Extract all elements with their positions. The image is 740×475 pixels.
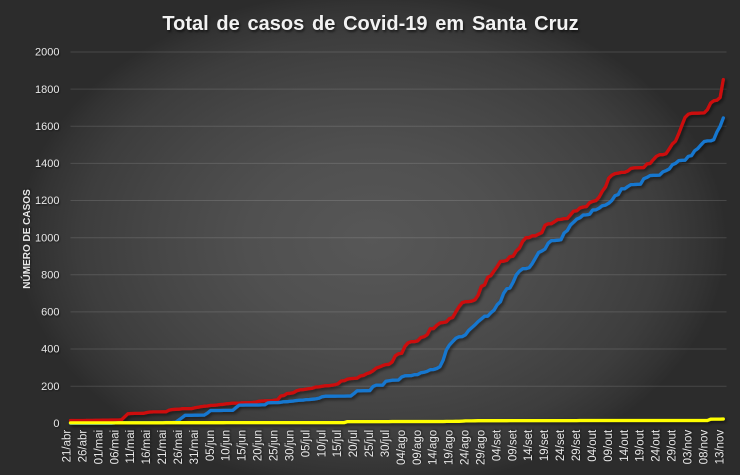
svg-text:19/ago: 19/ago bbox=[444, 430, 456, 465]
svg-text:Total de casos de Covid-19: Total de casos de Covid-19 em Santa Cruz bbox=[162, 13, 578, 35]
svg-text:10/jul: 10/jul bbox=[316, 430, 328, 458]
svg-text:21/mai: 21/mai bbox=[157, 430, 169, 465]
svg-text:21/abr: 21/abr bbox=[62, 430, 74, 463]
svg-text:800: 800 bbox=[41, 270, 59, 282]
svg-text:05/jul: 05/jul bbox=[300, 430, 312, 458]
svg-text:20/jun: 20/jun bbox=[253, 430, 265, 461]
svg-text:09/out: 09/out bbox=[603, 429, 615, 462]
svg-text:1800: 1800 bbox=[35, 84, 59, 96]
svg-text:04/ago: 04/ago bbox=[396, 430, 408, 465]
svg-text:10/jun: 10/jun bbox=[221, 430, 233, 461]
svg-text:1200: 1200 bbox=[35, 195, 59, 207]
svg-text:2000: 2000 bbox=[35, 47, 59, 59]
svg-text:29/ago: 29/ago bbox=[476, 430, 488, 465]
svg-text:29/out: 29/out bbox=[667, 429, 679, 462]
svg-text:11/mai: 11/mai bbox=[125, 430, 137, 464]
svg-text:13/nov: 13/nov bbox=[714, 430, 726, 465]
svg-text:01/mai: 01/mai bbox=[93, 430, 105, 465]
svg-text:25/jun: 25/jun bbox=[269, 430, 281, 461]
svg-text:14/ago: 14/ago bbox=[428, 430, 440, 465]
svg-text:26/mai: 26/mai bbox=[173, 430, 185, 465]
svg-text:29/set: 29/set bbox=[571, 429, 583, 461]
svg-text:03/nov: 03/nov bbox=[683, 430, 695, 465]
svg-text:16/mai: 16/mai bbox=[141, 430, 153, 465]
svg-text:1400: 1400 bbox=[35, 158, 59, 170]
svg-text:31/mai: 31/mai bbox=[189, 430, 201, 465]
svg-text:0: 0 bbox=[53, 418, 59, 430]
svg-text:30/jul: 30/jul bbox=[380, 430, 392, 458]
svg-text:25/jul: 25/jul bbox=[364, 430, 376, 458]
svg-text:1600: 1600 bbox=[35, 121, 59, 133]
svg-text:24/ago: 24/ago bbox=[460, 430, 472, 465]
svg-text:04/set: 04/set bbox=[491, 429, 503, 461]
svg-text:30/jun: 30/jun bbox=[284, 430, 296, 461]
svg-text:06/mai: 06/mai bbox=[109, 430, 121, 465]
svg-text:24/out: 24/out bbox=[651, 429, 663, 462]
svg-text:400: 400 bbox=[41, 344, 59, 356]
svg-text:26/abr: 26/abr bbox=[77, 430, 89, 463]
svg-text:09/ago: 09/ago bbox=[412, 430, 424, 465]
svg-text:09/set: 09/set bbox=[507, 429, 519, 461]
svg-text:600: 600 bbox=[41, 307, 59, 319]
svg-text:04/out: 04/out bbox=[587, 429, 599, 462]
svg-text:NÚMERO DE CASOS: NÚMERO DE CASOS bbox=[20, 189, 33, 289]
svg-text:24/set: 24/set bbox=[555, 429, 567, 461]
svg-text:05/jun: 05/jun bbox=[205, 430, 217, 461]
svg-text:19/set: 19/set bbox=[539, 429, 551, 461]
svg-text:1000: 1000 bbox=[35, 232, 59, 244]
svg-text:15/jul: 15/jul bbox=[332, 430, 344, 458]
svg-text:20/jul: 20/jul bbox=[348, 430, 360, 458]
svg-text:14/out: 14/out bbox=[619, 429, 631, 462]
svg-text:15/jun: 15/jun bbox=[237, 430, 249, 461]
svg-text:19/out: 19/out bbox=[635, 429, 647, 462]
svg-text:14/set: 14/set bbox=[523, 429, 535, 461]
svg-text:200: 200 bbox=[41, 381, 59, 393]
svg-text:08/nov: 08/nov bbox=[698, 430, 710, 465]
